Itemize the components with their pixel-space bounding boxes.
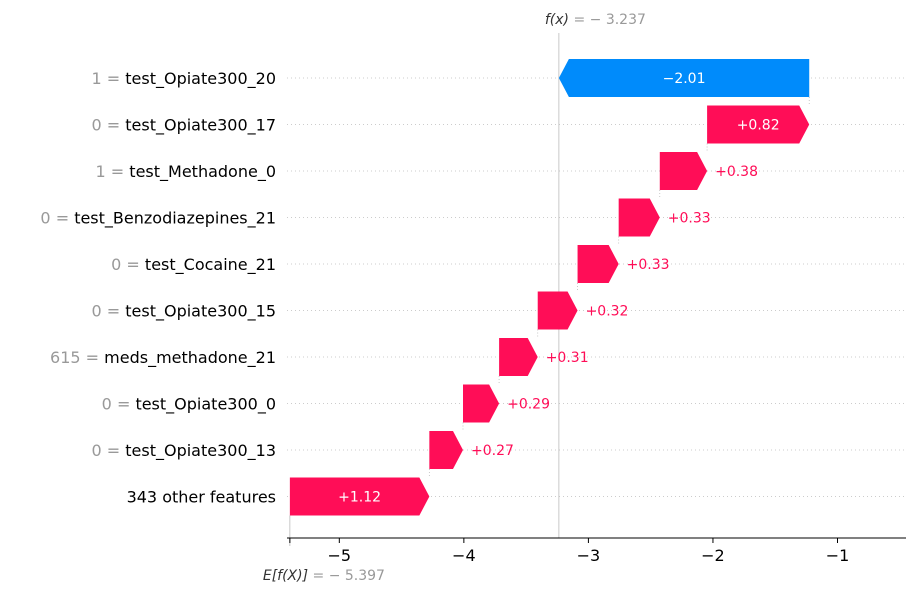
gridlines (287, 77, 906, 497)
positive-contribution-bar (289, 477, 430, 516)
bar-value-label: +0.38 (715, 164, 758, 180)
feature-label: 0 = test_Opiate300_15 (91, 302, 276, 322)
feature-name: test_Opiate300_15 (125, 302, 276, 322)
positive-contribution-bar (618, 198, 660, 237)
bar-value-label: +0.32 (586, 304, 629, 320)
positive-contribution-bar (577, 245, 619, 283)
feature-name: test_Methadone_0 (129, 162, 276, 182)
positive-contribution-bar (429, 431, 463, 469)
feature-name: test_Opiate300_17 (125, 116, 276, 136)
bar-value-label: +0.27 (471, 443, 514, 459)
positive-contribution-bar (707, 105, 810, 144)
feature-value: 615 = (50, 348, 104, 367)
feature-value: 1 = (96, 162, 130, 181)
feature-label: 0 = test_Cocaine_21 (111, 255, 276, 275)
bars: −2.01 +0.82 +0.38 +0.33 +0.33 +0.32 +0.31 +0.29… (289, 59, 810, 516)
base-annotation-value: = − 5.397 (308, 568, 385, 584)
bar-value-label: −2.01 (663, 71, 706, 87)
feature-label: 343 other features (127, 488, 276, 507)
feature-name: 343 other features (127, 488, 276, 507)
feature-name: test_Cocaine_21 (145, 255, 276, 275)
positive-contribution-bar (499, 338, 538, 376)
bar-value-label: +0.33 (668, 211, 711, 227)
feature-label: 615 = meds_methadone_21 (50, 348, 276, 368)
bar-value-label: +0.31 (546, 350, 589, 366)
fx-annotation-symbol: f(x) (545, 12, 569, 28)
feature-label: 0 = test_Opiate300_0 (102, 395, 276, 415)
x-tick-label: −1 (826, 546, 850, 565)
fx-annotation: f(x) = − 3.237 (545, 12, 646, 28)
feature-name: test_Opiate300_0 (135, 395, 276, 415)
positive-contribution-bar (659, 152, 708, 190)
feature-value: 0 = (111, 255, 145, 274)
feature-label: 1 = test_Opiate300_20 (91, 69, 276, 89)
x-tick-label: −5 (328, 546, 352, 565)
feature-value: 1 = (91, 69, 125, 88)
feature-label: 1 = test_Methadone_0 (96, 162, 276, 182)
bar-value-label: +0.33 (627, 257, 670, 273)
feature-label: 0 = test_Opiate300_13 (91, 441, 276, 461)
feature-label: 0 = test_Opiate300_17 (91, 116, 276, 136)
feature-labels: 1 = test_Opiate300_20 0 = test_Opiate300_… (40, 69, 276, 507)
feature-label: 0 = test_Benzodiazepines_21 (40, 209, 276, 229)
bar-value-label: +1.12 (338, 490, 381, 506)
feature-value: 0 = (91, 441, 125, 460)
annotations: f(x) = − 3.237 E[f(X)] = − 5.397 (263, 12, 646, 584)
fx-annotation-value: = − 3.237 (569, 12, 646, 28)
feature-name: test_Opiate300_13 (125, 441, 276, 461)
base-annotation: E[f(X)] = − 5.397 (263, 568, 385, 584)
feature-value: 0 = (91, 302, 125, 321)
x-tick-label: −4 (452, 546, 476, 565)
base-annotation-symbol: E[f(X)] (263, 568, 308, 584)
x-tick-label: −2 (701, 546, 725, 565)
feature-value: 0 = (40, 209, 74, 228)
negative-contribution-bar (558, 59, 810, 97)
bar-value-label: +0.82 (737, 118, 780, 134)
feature-name: test_Opiate300_20 (125, 69, 276, 89)
positive-contribution-bar (537, 291, 578, 330)
positive-contribution-bar (462, 384, 500, 423)
x-tick-label: −3 (577, 546, 601, 565)
bar-value-label: +0.29 (507, 397, 550, 413)
feature-name: test_Benzodiazepines_21 (74, 209, 276, 229)
feature-value: 0 = (91, 116, 125, 135)
x-axis: −5 −4 −3 −2 −1 (287, 537, 906, 565)
feature-value: 0 = (102, 395, 136, 414)
feature-name: meds_methadone_21 (104, 348, 276, 368)
